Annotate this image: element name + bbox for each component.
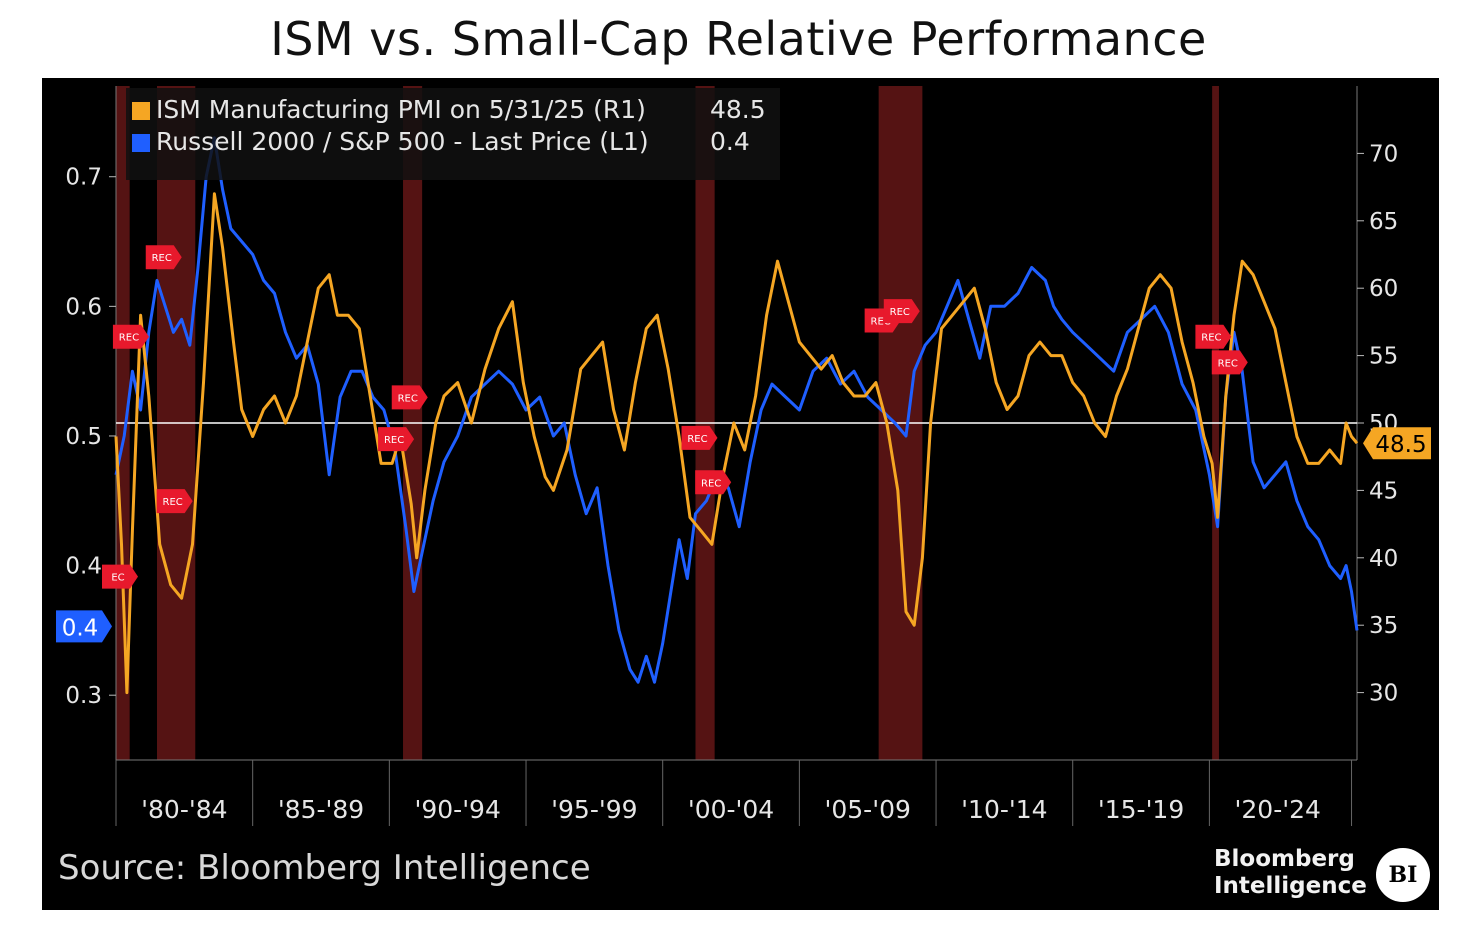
rec-flag-11: REC bbox=[1211, 350, 1248, 375]
rec-flag-3: REC bbox=[156, 489, 193, 514]
russell-last-value-tag: 0.4 bbox=[56, 610, 112, 643]
brand-wordmark: Bloomberg Intelligence bbox=[1214, 846, 1367, 900]
rec-flag-label-9: REC bbox=[890, 307, 910, 318]
chart-panel: 0.3 0.4 0.5 0.6 0.7 30 35 40 45 50 55 60 65 70'80-'84… bbox=[42, 78, 1439, 910]
x-tick-label-7: '15-'19 bbox=[1098, 795, 1184, 824]
rec-flag-0: EC bbox=[102, 564, 138, 589]
rec-flag-shape-9 bbox=[883, 299, 920, 324]
rec-flag-9: REC bbox=[883, 299, 920, 324]
rec-flag-shape-4 bbox=[391, 385, 428, 410]
x-tick-label-2: '90-'94 bbox=[414, 795, 500, 824]
russell-series-line bbox=[114, 136, 1359, 684]
rec-flag-label-4: REC bbox=[398, 393, 418, 404]
legend-value-0: 48.5 bbox=[710, 95, 766, 124]
legend: ISM Manufacturing PMI on 5/31/25 (R1) 48.… bbox=[126, 88, 780, 180]
brand-line-2: Intelligence bbox=[1214, 873, 1367, 899]
rec-flag-label-5: REC bbox=[384, 435, 404, 446]
rec-flag-2: REC bbox=[145, 245, 182, 270]
x-tick-label-8: '20-'24 bbox=[1235, 795, 1321, 824]
rec-flag-6: REC bbox=[681, 425, 718, 450]
legend-swatch-1 bbox=[132, 134, 150, 152]
rec-flag-1: REC bbox=[112, 324, 149, 349]
left-tick-label-1: 0.4 bbox=[65, 554, 102, 580]
legend-value-1: 0.4 bbox=[710, 127, 750, 156]
rec-flag-shape-3 bbox=[156, 489, 193, 514]
brand-line-1: Bloomberg bbox=[1214, 846, 1355, 872]
right-tick-label-8: 70 bbox=[1369, 141, 1398, 167]
rec-flag-label-2: REC bbox=[152, 253, 172, 264]
chart-title: ISM vs. Small-Cap Relative Performance bbox=[270, 12, 1207, 66]
ism-series-line bbox=[114, 192, 1359, 695]
legend-box bbox=[126, 88, 780, 180]
x-tick-label-4: '00-'04 bbox=[688, 795, 774, 824]
rec-flag-label-6: REC bbox=[687, 434, 707, 445]
legend-label-0: ISM Manufacturing PMI on 5/31/25 (R1) bbox=[156, 95, 646, 124]
ism-last-value-tag-text: 48.5 bbox=[1375, 432, 1426, 458]
right-tick-label-3: 45 bbox=[1369, 478, 1398, 504]
legend-swatch-0 bbox=[132, 102, 150, 120]
legend-label-1: Russell 2000 / S&P 500 - Last Price (L1) bbox=[156, 127, 649, 156]
rec-flag-shape-1 bbox=[112, 324, 149, 349]
x-tick-label-0: '80-'84 bbox=[141, 795, 227, 824]
rec-flag-4: REC bbox=[391, 385, 428, 410]
right-tick-label-6: 60 bbox=[1369, 276, 1398, 302]
right-tick-label-5: 55 bbox=[1369, 344, 1398, 370]
rec-flag-label-11: REC bbox=[1218, 358, 1238, 369]
left-tick-label-4: 0.7 bbox=[65, 165, 102, 191]
rec-flag-label-1: REC bbox=[119, 333, 139, 344]
right-tick-label-7: 65 bbox=[1369, 209, 1398, 235]
bi-logo-icon: BI bbox=[1376, 848, 1430, 902]
x-tick-label-5: '05-'09 bbox=[825, 795, 911, 824]
source-note: Source: Bloomberg Intelligence bbox=[58, 848, 591, 888]
ism-last-value-tag: 48.5 bbox=[1363, 427, 1431, 460]
last-value-tags: 48.5 0.4 bbox=[56, 427, 1431, 643]
rec-flag-shape-7 bbox=[695, 470, 732, 495]
rec-flag-label-7: REC bbox=[701, 478, 721, 489]
rec-flag-10: REC bbox=[1195, 324, 1232, 349]
russell-last-value-tag-shape bbox=[56, 610, 112, 643]
rec-flag-label-3: REC bbox=[163, 497, 183, 508]
right-tick-label-1: 35 bbox=[1369, 613, 1398, 639]
rec-flag-shape-0 bbox=[102, 564, 138, 589]
x-tick-label-3: '95-'99 bbox=[551, 795, 637, 824]
left-tick-label-3: 0.6 bbox=[65, 294, 102, 320]
rec-flag-label-0: EC bbox=[111, 573, 124, 584]
ism-last-value-tag-shape bbox=[1363, 427, 1431, 460]
x-tick-label-6: '10-'14 bbox=[961, 795, 1047, 824]
right-tick-label-2: 40 bbox=[1369, 546, 1398, 572]
rec-flag-label-10: REC bbox=[1201, 333, 1221, 344]
rec-flag-shape-2 bbox=[145, 245, 182, 270]
rec-flag-shape-6 bbox=[681, 425, 718, 450]
rec-flag-label-8: REC bbox=[871, 317, 891, 328]
rec-flag-shape-10 bbox=[1195, 324, 1232, 349]
series-lines bbox=[114, 136, 1359, 695]
left-tick-label-0: 0.3 bbox=[65, 683, 102, 709]
rec-flag-shape-5 bbox=[378, 427, 415, 452]
x-tick-label-1: '85-'89 bbox=[278, 795, 364, 824]
russell-last-value-tag-text: 0.4 bbox=[62, 615, 99, 641]
right-tick-label-0: 30 bbox=[1369, 681, 1398, 707]
rec-flag-7: REC bbox=[695, 470, 732, 495]
rec-flag-shape-11 bbox=[1211, 350, 1248, 375]
rec-flag-5: REC bbox=[378, 427, 415, 452]
left-tick-label-2: 0.5 bbox=[65, 424, 102, 450]
axes: 0.30.40.50.60.7303540455055606570'80-'84… bbox=[65, 86, 1398, 826]
line-chart: 0.30.40.50.60.7303540455055606570'80-'84… bbox=[56, 86, 1431, 826]
